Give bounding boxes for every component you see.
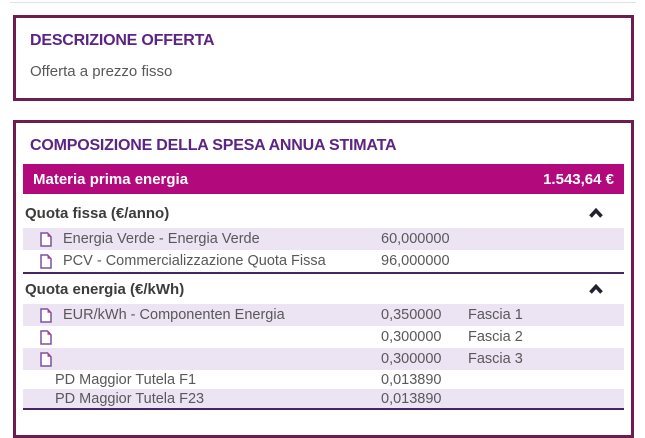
- row-value: 60,000000: [381, 231, 450, 247]
- description-offer-title: DESCRIZIONE OFFERTA: [30, 32, 215, 49]
- materia-prima-amount: 1.543,64 €: [543, 170, 614, 188]
- description-offer-text: Offerta a prezzo fisso: [30, 63, 173, 80]
- row-label: PD Maggior Tutela F1: [55, 371, 197, 388]
- composition-content: Materia prima energia 1.543,64 € Quota f…: [23, 164, 624, 410]
- row-value: 0,013890: [381, 390, 442, 407]
- document-icon[interactable]: [23, 253, 63, 269]
- composition-title: COMPOSIZIONE DELLA SPESA ANNUA STIMATA: [30, 137, 397, 154]
- section-divider: [23, 272, 624, 274]
- row-label: PCV - Commercializzazione Quota Fissa: [63, 253, 326, 269]
- row-label: PD Maggior Tutela F23: [55, 390, 205, 407]
- document-icon[interactable]: [23, 231, 63, 247]
- row-value: 0,300000: [381, 351, 442, 367]
- section-header-label: Quota fissa (€/anno): [25, 204, 170, 222]
- table-row: PD Maggior Tutela F23 0,013890: [23, 389, 624, 408]
- materia-prima-band: Materia prima energia 1.543,64 €: [23, 164, 624, 194]
- section-header[interactable]: Quota energia (€/kWh): [23, 274, 624, 304]
- composition-panel: COMPOSIZIONE DELLA SPESA ANNUA STIMATA M…: [13, 120, 634, 438]
- table-row: PD Maggior Tutela F1 0,013890: [23, 370, 624, 389]
- document-icon[interactable]: [23, 329, 63, 345]
- section-divider: [23, 408, 624, 410]
- table-row: Energia Verde - Energia Verde 60,000000: [23, 228, 624, 250]
- description-offer-panel: DESCRIZIONE OFFERTA Offerta a prezzo fis…: [13, 15, 634, 101]
- table-row: 0,300000 Fascia 2: [23, 326, 624, 348]
- table-row: PCV - Commercializzazione Quota Fissa 96,…: [23, 250, 624, 272]
- row-tier: Fascia 3: [468, 351, 523, 367]
- section-header[interactable]: Quota fissa (€/anno): [23, 198, 624, 228]
- materia-prima-label: Materia prima energia: [33, 170, 189, 188]
- document-icon[interactable]: [23, 307, 63, 323]
- section-header-label: Quota energia (€/kWh): [25, 280, 185, 298]
- table-row: 0,300000 Fascia 3: [23, 348, 624, 370]
- row-tier: Fascia 2: [468, 329, 523, 345]
- row-label: Energia Verde - Energia Verde: [63, 231, 260, 247]
- row-tier: Fascia 1: [468, 307, 523, 323]
- chevron-up-icon[interactable]: [588, 208, 604, 218]
- table-row: EUR/kWh - Componenten Energia 0,350000 Fas…: [23, 304, 624, 326]
- chevron-up-icon[interactable]: [588, 284, 604, 294]
- row-value: 96,000000: [381, 253, 450, 269]
- row-value: 0,350000: [381, 307, 442, 323]
- row-value: 0,013890: [381, 371, 442, 388]
- row-label: EUR/kWh - Componenten Energia: [63, 307, 285, 323]
- sections: Quota fissa (€/anno) Energia Verde - Ener…: [23, 198, 624, 410]
- row-value: 0,300000: [381, 329, 442, 345]
- document-icon[interactable]: [23, 351, 63, 367]
- top-divider: [10, 2, 636, 3]
